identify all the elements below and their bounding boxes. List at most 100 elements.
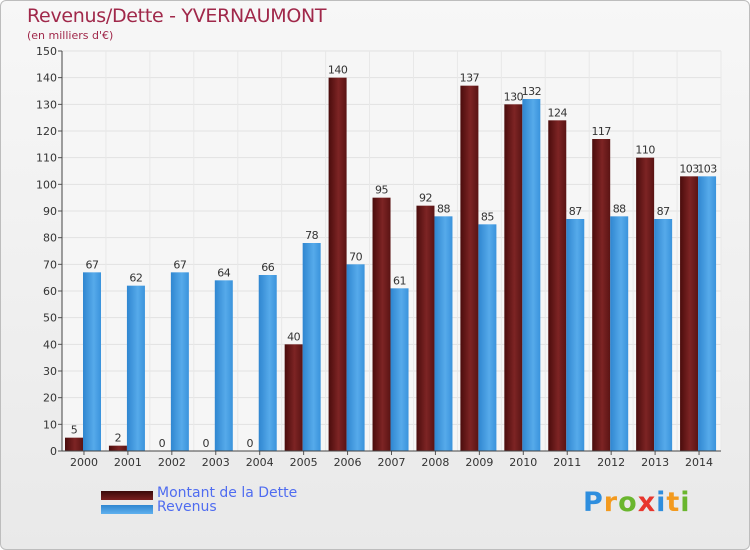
logo-letter: x (637, 487, 657, 518)
logo-letter: i (680, 487, 691, 518)
data-label-debt: 95 (375, 184, 388, 197)
x-tick-label: 2013 (641, 456, 669, 469)
data-label-debt: 130 (504, 90, 524, 103)
bar-revenue (478, 224, 497, 451)
data-label-revenue: 78 (305, 229, 318, 242)
x-tick-label: 2002 (158, 456, 186, 469)
data-label-revenue: 88 (437, 202, 450, 215)
bar-debt (680, 176, 699, 452)
bar-debt (460, 85, 479, 452)
data-label-revenue: 85 (481, 210, 494, 223)
logo-letter: i (656, 487, 667, 518)
bar-revenue (610, 216, 629, 451)
x-tick-label: 2000 (70, 456, 98, 469)
data-label-debt: 117 (591, 125, 611, 138)
x-tick-label: 2012 (597, 456, 625, 469)
data-label-debt: 0 (246, 437, 253, 450)
y-tick-label: 120 (36, 125, 57, 138)
bar-debt (284, 344, 303, 451)
data-label-debt: 92 (419, 192, 432, 205)
y-tick-label: 10 (43, 418, 57, 431)
bar-revenue (346, 264, 365, 451)
y-tick-label: 130 (36, 98, 57, 111)
data-label-debt: 40 (287, 330, 300, 343)
bar-revenue (126, 285, 145, 451)
logo-letter: t (666, 487, 681, 518)
logo-letter: r (603, 487, 619, 518)
data-label-revenue: 66 (261, 261, 274, 274)
legend-label-revenue: Revenus (157, 499, 217, 515)
bar-revenue (390, 288, 409, 451)
bar-debt (548, 120, 567, 451)
data-label-revenue: 67 (86, 258, 99, 271)
bar-revenue (170, 272, 189, 451)
data-label-revenue: 132 (522, 85, 542, 98)
bar-revenue (434, 216, 453, 451)
x-tick-label: 2014 (685, 456, 713, 469)
data-label-revenue: 88 (613, 202, 626, 215)
data-label-debt: 5 (71, 424, 78, 437)
chart-subtitle: (en milliers d'€) (27, 29, 114, 42)
legend-label-debt: Montant de la Dette (157, 485, 298, 501)
data-label-debt: 110 (635, 144, 655, 157)
y-tick-label: 140 (36, 72, 57, 85)
data-label-revenue: 62 (129, 272, 142, 285)
y-tick-label: 50 (43, 312, 57, 325)
x-tick-label: 2011 (553, 456, 581, 469)
data-label-revenue: 61 (393, 274, 406, 287)
data-label-debt: 140 (328, 64, 348, 77)
bar-revenue (258, 275, 277, 451)
legend-swatch-revenue (101, 505, 153, 514)
legend-swatch-debt (101, 491, 153, 500)
chart-title: Revenus/Dette - YVERNAUMONT (27, 5, 327, 27)
data-label-revenue: 64 (217, 266, 230, 279)
x-tick-label: 2010 (509, 456, 537, 469)
data-label-debt: 103 (679, 162, 699, 175)
y-tick-label: 20 (43, 392, 57, 405)
data-label-debt: 137 (460, 72, 480, 85)
data-label-revenue: 67 (173, 258, 186, 271)
bar-revenue (566, 219, 585, 451)
bar-debt (372, 197, 391, 451)
y-tick-label: 100 (36, 178, 57, 191)
x-tick-label: 2006 (334, 456, 362, 469)
data-label-debt: 2 (115, 432, 122, 445)
x-tick-label: 2003 (202, 456, 230, 469)
data-label-revenue: 70 (349, 250, 362, 263)
logo-letter: o (618, 487, 638, 518)
bar-debt (416, 205, 435, 451)
y-tick-label: 150 (36, 45, 57, 58)
bar-debt (328, 77, 347, 452)
bar-debt (108, 445, 127, 451)
bar-debt (592, 139, 611, 451)
data-label-revenue: 87 (569, 205, 582, 218)
bar-debt (65, 437, 83, 451)
bar-revenue (698, 176, 717, 452)
y-tick-label: 0 (50, 445, 57, 458)
y-tick-label: 30 (43, 365, 57, 378)
data-label-revenue: 87 (657, 205, 670, 218)
bar-revenue (654, 219, 673, 451)
bar-revenue (214, 280, 233, 451)
bar-debt (504, 104, 523, 451)
logo-letter: P (583, 487, 604, 518)
bar-debt (636, 157, 655, 451)
data-label-revenue: 103 (697, 162, 717, 175)
x-tick-label: 2004 (246, 456, 274, 469)
data-label-debt: 0 (159, 437, 166, 450)
y-tick-label: 110 (36, 152, 57, 165)
y-tick-label: 80 (43, 232, 57, 245)
x-tick-label: 2007 (378, 456, 406, 469)
data-label-debt: 0 (203, 437, 210, 450)
y-tick-label: 90 (43, 205, 57, 218)
y-tick-label: 70 (43, 258, 57, 271)
y-tick-label: 60 (43, 285, 57, 298)
data-label-debt: 124 (548, 106, 568, 119)
x-tick-label: 2001 (114, 456, 142, 469)
x-tick-label: 2009 (465, 456, 493, 469)
bar-revenue (83, 272, 101, 451)
bar-revenue (302, 243, 321, 451)
bar-revenue (522, 99, 541, 451)
